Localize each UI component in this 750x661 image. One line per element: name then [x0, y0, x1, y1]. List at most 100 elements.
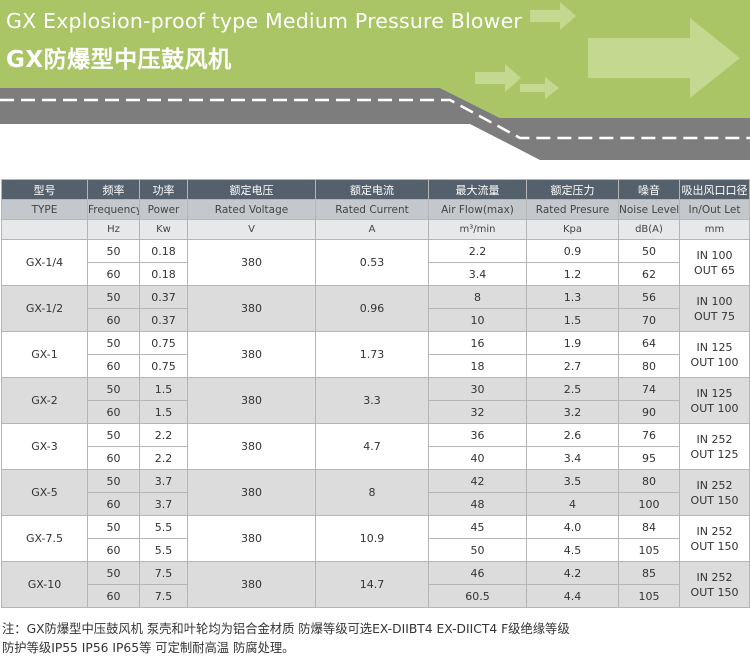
port-size: IN 100 OUT 65	[679, 239, 750, 286]
header-en-5: Air Flow(max)	[428, 199, 527, 220]
frequency-value: 60	[87, 492, 140, 516]
voltage-value: 380	[187, 469, 316, 516]
header-en-3: Rated Voltage	[187, 199, 316, 220]
power-value: 5.5	[139, 515, 188, 539]
header-en-7: Noise Level	[618, 199, 680, 220]
airflow-value: 3.4	[428, 262, 527, 286]
chinese-title: GX防爆型中压鼓风机	[6, 47, 232, 73]
model-type: GX-1/2	[1, 285, 88, 332]
model-type: GX-1	[1, 331, 88, 378]
model-type: GX-2	[1, 377, 88, 424]
port-size: IN 125 OUT 100	[679, 377, 750, 424]
power-value: 1.5	[139, 400, 188, 424]
frequency-value: 60	[87, 354, 140, 378]
current-value: 1.73	[315, 331, 429, 378]
noise-value: 80	[618, 469, 680, 493]
power-value: 0.18	[139, 239, 188, 263]
port-out: OUT 125	[690, 447, 739, 461]
port-in: IN 100	[696, 294, 733, 308]
pressure-value: 3.5	[526, 469, 619, 493]
table-row: 60 1.5 32 3.2 90	[2, 400, 750, 424]
header-cn-0: 型号	[1, 179, 88, 200]
port-out: OUT 150	[690, 585, 739, 599]
frequency-value: 50	[87, 469, 140, 493]
airflow-value: 8	[428, 285, 527, 309]
noise-value: 64	[618, 331, 680, 355]
model-type: GX-1/4	[1, 239, 88, 286]
table-row: GX-1 50 0.75 380 1.73 16 1.9 64 IN 125 OUT 100	[1, 331, 750, 378]
header-unit-4: A	[315, 219, 429, 240]
airflow-value: 30	[428, 377, 527, 401]
frequency-value: 60	[87, 308, 140, 332]
noise-value: 80	[618, 354, 680, 378]
arrow-icon	[475, 2, 740, 99]
power-value: 0.18	[139, 262, 188, 286]
power-value: 2.2	[139, 423, 188, 447]
pressure-value: 3.2	[526, 400, 619, 424]
pressure-value: 1.5	[526, 308, 619, 332]
voltage-value: 380	[187, 561, 316, 608]
frequency-value: 50	[87, 515, 140, 539]
airflow-value: 10	[428, 308, 527, 332]
voltage-value: 380	[187, 515, 316, 562]
header-cn-1: 频率	[87, 179, 140, 200]
table-header: 型号 频率 功率 额定电压 额定电流 最大流量 额定压力 噪音 吸出风口口径 TYPE Frequ…	[1, 179, 750, 240]
noise-value: 95	[618, 446, 680, 470]
table-row: 60 2.2 40 3.4 95	[2, 446, 750, 470]
current-value: 3.3	[315, 377, 429, 424]
voltage-value: 380	[187, 239, 316, 286]
noise-value: 105	[618, 538, 680, 562]
header-cn-6: 额定压力	[526, 179, 619, 200]
airflow-value: 40	[428, 446, 527, 470]
model-type: GX-7.5	[1, 515, 88, 562]
header-cn-2: 功率	[139, 179, 188, 200]
port-in: IN 252	[696, 478, 733, 492]
current-value: 14.7	[315, 561, 429, 608]
table-row: 60 3.7 48 4 100	[2, 492, 750, 516]
power-value: 5.5	[139, 538, 188, 562]
pressure-value: 3.4	[526, 446, 619, 470]
spec-table: 型号 频率 功率 额定电压 额定电流 最大流量 额定压力 噪音 吸出风口口径 TYPE Frequ…	[1, 179, 750, 608]
noise-value: 105	[618, 584, 680, 608]
pressure-value: 0.9	[526, 239, 619, 263]
frequency-value: 50	[87, 561, 140, 585]
power-value: 3.7	[139, 469, 188, 493]
table-row: GX-1/4 50 0.18 380 0.53 2.2 0.9 50 IN 100 OUT 65	[1, 239, 750, 286]
port-size: IN 252 OUT 150	[679, 561, 750, 608]
port-in: IN 125	[696, 340, 733, 354]
table-row: 60 0.37 10 1.5 70	[2, 308, 750, 332]
port-in: IN 252	[696, 432, 733, 446]
port-size: IN 100 OUT 75	[679, 285, 750, 332]
power-value: 0.75	[139, 354, 188, 378]
header-row-cn: 型号 频率 功率 额定电压 额定电流 最大流量 额定压力 噪音 吸出风口口径	[1, 179, 750, 200]
power-value: 0.37	[139, 285, 188, 309]
table-row: 60 0.18 3.4 1.2 62	[2, 262, 750, 286]
table-row: GX-3 50 2.2 380 4.7 36 2.6 76 IN 252 OUT 125	[1, 423, 750, 470]
frequency-value: 60	[87, 400, 140, 424]
noise-value: 56	[618, 285, 680, 309]
port-in: IN 125	[696, 386, 733, 400]
header-en-0: TYPE	[1, 199, 88, 220]
frequency-value: 60	[87, 262, 140, 286]
frequency-value: 60	[87, 446, 140, 470]
frequency-value: 60	[87, 538, 140, 562]
pressure-value: 1.9	[526, 331, 619, 355]
table-row: GX-7.5 50 5.5 380 10.9 45 4.0 84 IN 252 OUT 150	[1, 515, 750, 562]
footnote: 注：GX防爆型中压鼓风机 泵壳和叶轮均为铝合金材质 防爆等级可选EX-DIIBT…	[2, 620, 748, 658]
header-cn-3: 额定电压	[187, 179, 316, 200]
frequency-value: 50	[87, 239, 140, 263]
power-value: 7.5	[139, 561, 188, 585]
airflow-value: 32	[428, 400, 527, 424]
port-out: OUT 150	[690, 493, 739, 507]
header-en-6: Rated Presure	[526, 199, 619, 220]
noise-value: 90	[618, 400, 680, 424]
header-cn-7: 噪音	[618, 179, 680, 200]
table-row: 60 0.75 18 2.7 80	[2, 354, 750, 378]
model-type: GX-10	[1, 561, 88, 608]
table-row: 60 7.5 60.5 4.4 105	[2, 584, 750, 608]
header-cn-4: 额定电流	[315, 179, 429, 200]
noise-value: 100	[618, 492, 680, 516]
airflow-value: 2.2	[428, 239, 527, 263]
power-value: 0.37	[139, 308, 188, 332]
port-out: OUT 100	[690, 355, 739, 369]
